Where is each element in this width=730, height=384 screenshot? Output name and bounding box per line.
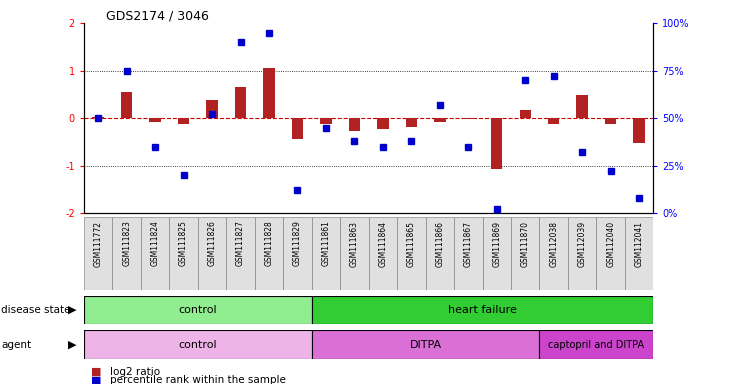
- FancyBboxPatch shape: [454, 217, 483, 290]
- Bar: [349, 118, 360, 131]
- Text: ▶: ▶: [68, 339, 77, 350]
- Text: ■: ■: [91, 375, 101, 384]
- Text: GSM111772: GSM111772: [93, 220, 103, 266]
- FancyBboxPatch shape: [596, 217, 625, 290]
- FancyBboxPatch shape: [539, 330, 653, 359]
- Text: control: control: [179, 305, 217, 315]
- Text: GSM111829: GSM111829: [293, 220, 302, 266]
- FancyBboxPatch shape: [112, 217, 141, 290]
- Bar: [406, 118, 417, 127]
- Text: GSM111870: GSM111870: [520, 220, 530, 266]
- Text: GSM111861: GSM111861: [321, 220, 331, 266]
- Bar: [93, 117, 104, 118]
- Text: log2 ratio: log2 ratio: [110, 367, 160, 377]
- FancyBboxPatch shape: [283, 217, 312, 290]
- Text: heart failure: heart failure: [448, 305, 517, 315]
- FancyBboxPatch shape: [255, 217, 283, 290]
- Text: GSM111867: GSM111867: [464, 220, 473, 266]
- Text: GSM112038: GSM112038: [549, 220, 558, 266]
- FancyBboxPatch shape: [511, 217, 539, 290]
- FancyBboxPatch shape: [625, 217, 653, 290]
- Bar: [463, 118, 474, 119]
- Bar: [121, 92, 132, 118]
- FancyBboxPatch shape: [369, 217, 397, 290]
- Text: GSM111863: GSM111863: [350, 220, 359, 266]
- FancyBboxPatch shape: [312, 330, 539, 359]
- Text: captopril and DITPA: captopril and DITPA: [548, 339, 645, 350]
- Text: percentile rank within the sample: percentile rank within the sample: [110, 375, 285, 384]
- FancyBboxPatch shape: [568, 217, 596, 290]
- FancyBboxPatch shape: [483, 217, 511, 290]
- FancyBboxPatch shape: [84, 296, 312, 324]
- Text: agent: agent: [1, 339, 31, 350]
- FancyBboxPatch shape: [426, 217, 454, 290]
- Text: GSM112039: GSM112039: [577, 220, 587, 267]
- Bar: [548, 118, 559, 124]
- Text: disease state: disease state: [1, 305, 71, 315]
- Bar: [320, 118, 331, 124]
- Text: ▶: ▶: [68, 305, 77, 315]
- Bar: [235, 87, 246, 118]
- Text: GSM112041: GSM112041: [634, 220, 644, 266]
- Bar: [264, 68, 274, 118]
- Bar: [377, 118, 388, 129]
- Bar: [634, 118, 645, 143]
- FancyBboxPatch shape: [169, 217, 198, 290]
- Text: GSM111869: GSM111869: [492, 220, 502, 266]
- Bar: [491, 118, 502, 169]
- Text: GSM111865: GSM111865: [407, 220, 416, 266]
- FancyBboxPatch shape: [141, 217, 169, 290]
- Bar: [207, 100, 218, 118]
- Bar: [150, 118, 161, 122]
- FancyBboxPatch shape: [539, 217, 568, 290]
- Bar: [605, 118, 616, 124]
- Text: GSM111824: GSM111824: [150, 220, 160, 266]
- Text: GSM111827: GSM111827: [236, 220, 245, 266]
- Bar: [577, 95, 588, 118]
- Text: GSM111864: GSM111864: [378, 220, 388, 266]
- FancyBboxPatch shape: [340, 217, 369, 290]
- Text: GDS2174 / 3046: GDS2174 / 3046: [106, 10, 209, 23]
- Text: ■: ■: [91, 367, 101, 377]
- Bar: [520, 109, 531, 118]
- FancyBboxPatch shape: [312, 296, 653, 324]
- Text: GSM111826: GSM111826: [207, 220, 217, 266]
- FancyBboxPatch shape: [312, 217, 340, 290]
- FancyBboxPatch shape: [84, 330, 312, 359]
- Text: GSM112040: GSM112040: [606, 220, 615, 267]
- Text: control: control: [179, 339, 217, 350]
- Text: GSM111825: GSM111825: [179, 220, 188, 266]
- FancyBboxPatch shape: [198, 217, 226, 290]
- Bar: [178, 118, 189, 124]
- Bar: [292, 118, 303, 139]
- Text: DITPA: DITPA: [410, 339, 442, 350]
- Text: GSM111828: GSM111828: [264, 220, 274, 266]
- Text: GSM111866: GSM111866: [435, 220, 445, 266]
- FancyBboxPatch shape: [226, 217, 255, 290]
- FancyBboxPatch shape: [397, 217, 426, 290]
- FancyBboxPatch shape: [84, 217, 112, 290]
- Text: GSM111823: GSM111823: [122, 220, 131, 266]
- Bar: [434, 118, 445, 122]
